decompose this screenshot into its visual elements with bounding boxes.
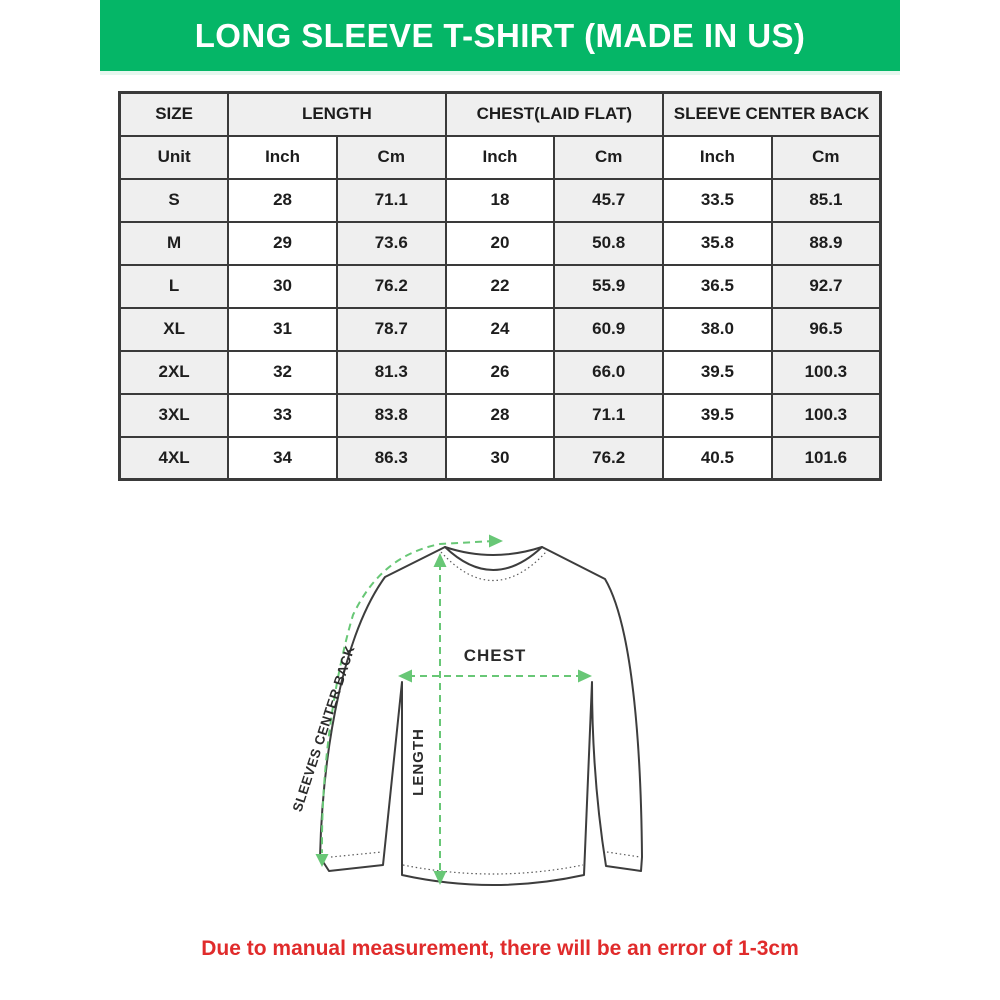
measurement-cell: 85.1 [770,177,882,223]
measurement-cell: 18 [444,177,556,223]
measurement-cell: 76.2 [335,263,447,309]
measurement-error-note: Due to manual measurement, there will be… [201,937,799,960]
unit-header-cell: Cm [335,134,447,180]
measurement-cell: 33 [227,392,338,438]
measurement-cell: 55.9 [553,263,665,309]
measurement-cell: 38.0 [662,306,773,352]
right-cuff-stitch-line [606,851,641,858]
unit-header-cell: Inch [662,134,773,180]
size-cell: 2XL [118,349,230,395]
table-row: XL 31 78.7 24 60.9 38.0 96.5 [118,306,882,352]
table-row: 4XL 34 86.3 30 76.2 40.5 101.6 [118,435,882,481]
table-row: L 30 76.2 22 55.9 36.5 92.7 [118,263,882,309]
measurement-cell: 86.3 [335,435,447,481]
size-table-body: S 28 71.1 18 45.7 33.5 85.1 M 29 73.6 20 50.8 35.8 88… [118,177,882,481]
tshirt-outline [319,546,643,886]
measurement-cell: 45.7 [553,177,665,223]
column-group-header: SIZE [118,91,230,137]
chest-label: CHEST [464,646,527,665]
table-row: M 29 73.6 20 50.8 35.8 88.9 [118,220,882,266]
measurement-cell: 92.7 [770,263,882,309]
table-row: 2XL 32 81.3 26 66.0 39.5 100.3 [118,349,882,395]
column-group-header: CHEST(LAID FLAT) [444,91,665,137]
unit-header-row: Unit Inch Cm Inch Cm Inch Cm [118,134,882,180]
measurement-cell: 76.2 [553,435,665,481]
column-group-header: SLEEVE CENTER BACK [662,91,882,137]
size-cell: 3XL [118,392,230,438]
measurement-cell: 35.8 [662,220,773,266]
tshirt-measurement-diagram: CHEST LENGTH SLEEVES CENTER BACK [290,517,710,917]
measurement-cell: 22 [444,263,556,309]
unit-header-cell: Cm [553,134,665,180]
table-row: S 28 71.1 18 45.7 33.5 85.1 [118,177,882,223]
measurement-cell: 30 [444,435,556,481]
measurement-cell: 36.5 [662,263,773,309]
measurement-cell: 40.5 [662,435,773,481]
measurement-cell: 20 [444,220,556,266]
measurement-cell: 100.3 [770,392,882,438]
table-group-header-row: SIZE LENGTH CHEST(LAID FLAT) SLEEVE CENTER … [118,91,882,137]
size-cell: L [118,263,230,309]
unit-header-cell: Cm [770,134,882,180]
measurement-cell: 100.3 [770,349,882,395]
tshirt-diagram-svg: CHEST LENGTH SLEEVES CENTER BACK [290,534,643,886]
collar-stitch-line [440,551,547,582]
measurement-cell: 71.1 [335,177,447,223]
size-cell: 4XL [118,435,230,481]
measurement-cell: 88.9 [770,220,882,266]
sleeve-arrow-head-right [489,534,503,548]
measurement-cell: 78.7 [335,306,447,352]
measurement-cell: 66.0 [553,349,665,395]
measurement-cell: 31 [227,306,338,352]
size-table: SIZE LENGTH CHEST(LAID FLAT) SLEEVE CENTER … [118,91,882,481]
measurement-cell: 81.3 [335,349,447,395]
measurement-cell: 39.5 [662,349,773,395]
measurement-cell: 30 [227,263,338,309]
size-cell: S [118,177,230,223]
title-banner: LONG SLEEVE T-SHIRT (MADE IN US) [100,0,900,75]
length-label: LENGTH [410,728,427,796]
unit-header-cell: Inch [227,134,338,180]
measurement-cell: 33.5 [662,177,773,223]
measurement-cell: 60.9 [553,306,665,352]
measurement-cell: 28 [444,392,556,438]
measurement-cell: 34 [227,435,338,481]
measurement-cell: 83.8 [335,392,447,438]
measurement-cell: 39.5 [662,392,773,438]
hem-stitch-line [402,864,584,875]
chest-arrow-head-right [578,669,592,683]
measurement-cell: 50.8 [553,220,665,266]
length-arrow-head-up [433,553,447,567]
measurement-cell: 96.5 [770,306,882,352]
size-cell: M [118,220,230,266]
chest-arrow-head-left [398,669,412,683]
size-table-head: SIZE LENGTH CHEST(LAID FLAT) SLEEVE CENTER … [118,91,882,180]
measurement-cell: 71.1 [553,392,665,438]
sleeve-center-back-arrow-line [320,540,495,854]
column-group-header: LENGTH [227,91,447,137]
length-arrow-head-down [433,871,447,885]
collar-band-line [444,546,543,571]
page-title: LONG SLEEVE T-SHIRT (MADE IN US) [194,16,806,54]
measurement-cell: 73.6 [335,220,447,266]
measurement-cell: 24 [444,306,556,352]
unit-header-cell: Inch [444,134,556,180]
table-row: 3XL 33 83.8 28 71.1 39.5 100.3 [118,392,882,438]
unit-header-cell: Unit [118,134,230,180]
measurement-cell: 28 [227,177,338,223]
measurement-cell: 32 [227,349,338,395]
size-cell: XL [118,306,230,352]
sleeve-arrow-head-down [315,854,329,867]
measurement-cell: 101.6 [770,435,882,481]
measurement-cell: 29 [227,220,338,266]
measurement-cell: 26 [444,349,556,395]
